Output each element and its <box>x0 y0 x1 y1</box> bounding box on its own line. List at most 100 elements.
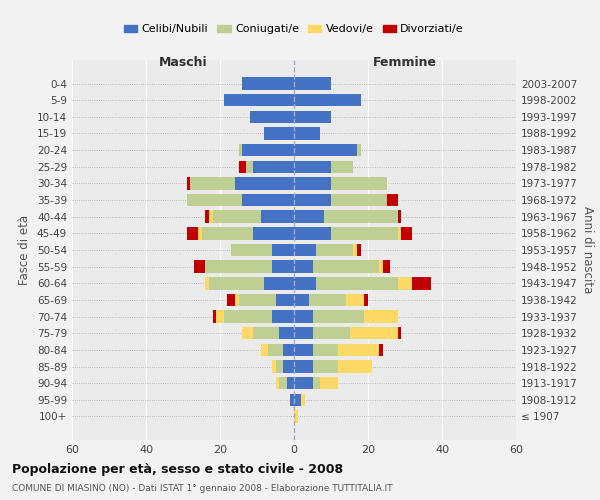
Bar <box>235 177 294 190</box>
Bar <box>313 327 349 340</box>
Bar <box>253 160 294 173</box>
Bar <box>265 127 294 140</box>
Bar <box>294 160 331 173</box>
Y-axis label: Anni di nascita: Anni di nascita <box>581 206 594 294</box>
Bar <box>242 327 253 340</box>
Bar <box>294 127 320 140</box>
Text: COMUNE DI MIASINO (NO) - Dati ISTAT 1° gennaio 2008 - Elaborazione TUTTITALIA.IT: COMUNE DI MIASINO (NO) - Dati ISTAT 1° g… <box>12 484 392 493</box>
Text: Femmine: Femmine <box>373 56 437 68</box>
Bar <box>320 377 338 390</box>
Bar <box>398 210 401 223</box>
Bar <box>250 110 294 123</box>
Bar <box>349 327 398 340</box>
Bar <box>313 260 379 273</box>
Bar <box>239 160 246 173</box>
Bar <box>309 294 346 306</box>
Bar <box>294 294 309 306</box>
Bar <box>287 377 294 390</box>
Bar <box>383 260 390 273</box>
Bar <box>224 94 294 106</box>
Bar <box>294 344 313 356</box>
Bar <box>294 244 316 256</box>
Bar <box>253 327 279 340</box>
Bar <box>353 244 357 256</box>
Legend: Celibi/Nubili, Coniugati/e, Vedovi/e, Divorziati/e: Celibi/Nubili, Coniugati/e, Vedovi/e, Di… <box>119 20 469 39</box>
Bar <box>294 94 361 106</box>
Bar <box>313 377 320 390</box>
Bar <box>242 194 294 206</box>
Bar <box>242 144 294 156</box>
Bar <box>398 277 412 289</box>
Bar <box>316 244 353 256</box>
Bar <box>272 244 294 256</box>
Bar <box>379 260 383 273</box>
Bar <box>209 277 265 289</box>
Bar <box>187 194 242 206</box>
Bar <box>346 294 364 306</box>
Bar <box>198 227 202 239</box>
Bar <box>323 210 398 223</box>
Bar <box>231 244 272 256</box>
Bar <box>279 327 294 340</box>
Bar <box>205 260 272 273</box>
Bar <box>294 110 331 123</box>
Bar <box>294 177 331 190</box>
Bar <box>272 260 294 273</box>
Bar <box>275 360 283 373</box>
Bar <box>294 327 313 340</box>
Bar <box>294 377 313 390</box>
Bar <box>290 394 294 406</box>
Bar <box>224 310 272 323</box>
Bar <box>364 294 368 306</box>
Bar <box>331 177 386 190</box>
Bar <box>379 344 383 356</box>
Bar <box>260 210 294 223</box>
Bar <box>386 194 398 206</box>
Bar <box>313 344 338 356</box>
Text: Popolazione per età, sesso e stato civile - 2008: Popolazione per età, sesso e stato civil… <box>12 462 343 475</box>
Bar <box>294 210 323 223</box>
Bar <box>357 244 361 256</box>
Bar <box>398 227 401 239</box>
Bar <box>242 78 294 90</box>
Text: Maschi: Maschi <box>158 56 208 68</box>
Bar <box>313 360 338 373</box>
Bar <box>338 360 372 373</box>
Bar <box>301 394 305 406</box>
Bar <box>338 344 379 356</box>
Bar <box>294 144 357 156</box>
Bar <box>313 310 364 323</box>
Bar <box>294 394 301 406</box>
Bar <box>190 177 235 190</box>
Bar <box>272 310 294 323</box>
Bar <box>294 78 331 90</box>
Bar <box>246 160 253 173</box>
Bar <box>283 344 294 356</box>
Bar <box>239 144 242 156</box>
Bar <box>239 294 275 306</box>
Bar <box>331 160 353 173</box>
Bar <box>212 210 260 223</box>
Bar <box>187 177 190 190</box>
Bar <box>261 344 268 356</box>
Bar <box>202 227 253 239</box>
Bar <box>398 327 401 340</box>
Bar <box>205 277 209 289</box>
Bar <box>268 344 283 356</box>
Bar <box>294 410 298 422</box>
Bar <box>294 260 313 273</box>
Bar <box>227 294 235 306</box>
Bar <box>357 144 361 156</box>
Bar <box>283 360 294 373</box>
Bar <box>294 310 313 323</box>
Bar <box>412 277 431 289</box>
Bar <box>216 310 224 323</box>
Bar <box>294 360 313 373</box>
Bar <box>253 227 294 239</box>
Bar <box>265 277 294 289</box>
Bar <box>275 294 294 306</box>
Bar <box>294 194 331 206</box>
Bar <box>279 377 287 390</box>
Bar <box>209 210 212 223</box>
Bar <box>272 360 275 373</box>
